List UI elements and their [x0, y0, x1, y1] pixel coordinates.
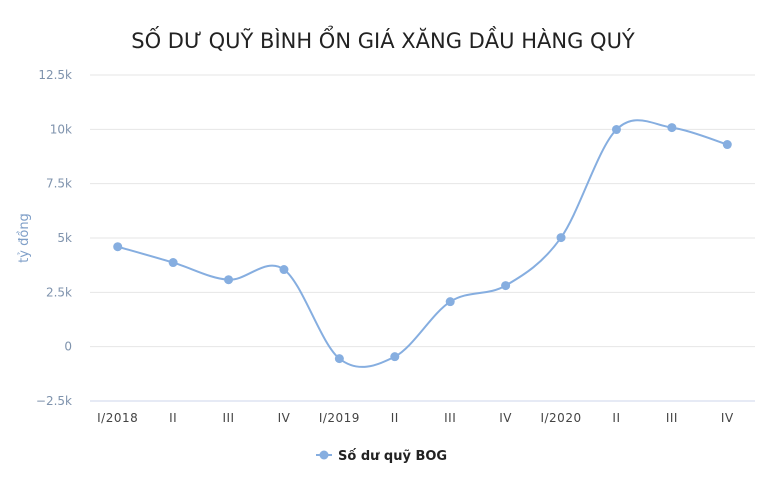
legend-label: Số dư quỹ BOG: [338, 449, 447, 464]
x-tick-label: II: [391, 411, 399, 425]
data-point: [722, 140, 732, 150]
x-tick-label: IV: [278, 411, 291, 425]
y-tick-label: 10k: [50, 122, 72, 136]
legend-item[interactable]: Số dư quỹ BOG: [316, 449, 447, 464]
series-line: [117, 119, 728, 368]
x-tick-label: II: [169, 411, 177, 425]
x-tick-label: I/2020: [540, 411, 581, 425]
data-point: [556, 233, 566, 243]
y-tick-label: 2.5k: [46, 285, 72, 299]
data-point: [168, 258, 178, 268]
x-tick-label: III: [222, 411, 234, 425]
y-tick-label: 12.5k: [38, 68, 72, 82]
data-point: [445, 297, 455, 307]
data-point: [611, 125, 621, 135]
data-point: [113, 242, 123, 252]
y-tick-label: 0: [64, 340, 72, 354]
y-tick-label: 7.5k: [46, 177, 72, 191]
chart-title: SỐ DƯ QUỸ BÌNH ỔN GIÁ XĂNG DẦU HÀNG QUÝ: [131, 25, 635, 53]
data-point: [334, 354, 344, 364]
x-tick-label: II: [612, 411, 620, 425]
data-point: [224, 275, 234, 285]
y-axis-label: tỷ đồng: [17, 213, 32, 263]
legend-marker: [319, 450, 329, 460]
data-point: [279, 265, 289, 275]
data-point: [501, 281, 511, 291]
y-tick-label: −2.5k: [36, 394, 72, 408]
x-tick-label: IV: [721, 411, 734, 425]
x-tick-label: I/2018: [97, 411, 138, 425]
x-tick-label: III: [444, 411, 456, 425]
data-point: [390, 352, 400, 362]
x-tick-label: III: [666, 411, 678, 425]
x-tick-label: IV: [499, 411, 512, 425]
x-tick-label: I/2019: [319, 411, 360, 425]
y-tick-label: 5k: [57, 231, 72, 245]
data-point: [667, 123, 677, 133]
